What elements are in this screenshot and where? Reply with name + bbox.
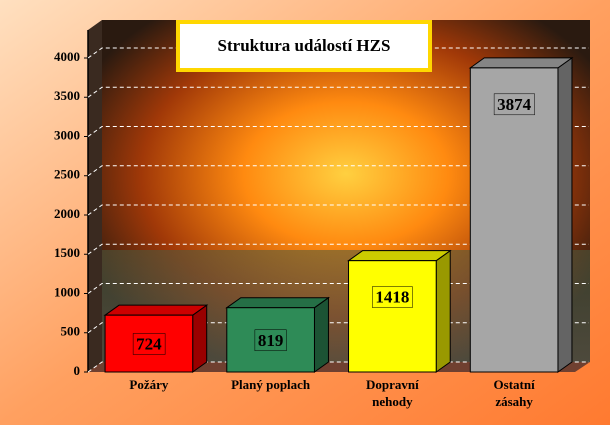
y-tick-label: 3000 bbox=[54, 127, 80, 142]
bar-side bbox=[314, 298, 328, 372]
y-tick-label: 500 bbox=[61, 324, 81, 339]
y-tick-label: 2500 bbox=[54, 167, 80, 182]
y-tick-label: 1000 bbox=[54, 284, 80, 299]
y-tick-label: 4000 bbox=[54, 49, 80, 64]
y-tick-label: 3500 bbox=[54, 88, 80, 103]
y-tick-label: 2000 bbox=[54, 206, 80, 221]
side-wall bbox=[88, 20, 102, 372]
bar-top bbox=[470, 58, 572, 68]
bar bbox=[349, 261, 437, 372]
bar-top bbox=[105, 305, 207, 315]
chart: Struktura událostí HZS 0 500 1000 1500 2000 2… bbox=[0, 0, 610, 425]
bar-side bbox=[558, 58, 572, 372]
x-tick-label: Dopravní nehody bbox=[356, 376, 428, 410]
data-label: 724 bbox=[136, 334, 162, 353]
x-tick-label: Planý poplach bbox=[216, 376, 326, 393]
bar-side bbox=[436, 251, 450, 372]
data-label: 819 bbox=[258, 331, 284, 350]
y-tick-label: 0 bbox=[74, 363, 81, 378]
bar-top bbox=[227, 298, 329, 308]
data-label: 1418 bbox=[375, 288, 409, 307]
bar-side bbox=[193, 305, 207, 372]
bar-top bbox=[349, 251, 451, 261]
chart-container: Struktura událostí HZS 0 500 1000 1500 2000 2… bbox=[0, 0, 610, 425]
x-tick-label: Požáry bbox=[113, 376, 185, 393]
chart-title: Struktura událostí HZS bbox=[218, 36, 391, 55]
y-tick-label: 1500 bbox=[54, 245, 80, 260]
data-label: 3874 bbox=[497, 95, 532, 114]
x-tick-label: Ostatní zásahy bbox=[478, 376, 550, 410]
